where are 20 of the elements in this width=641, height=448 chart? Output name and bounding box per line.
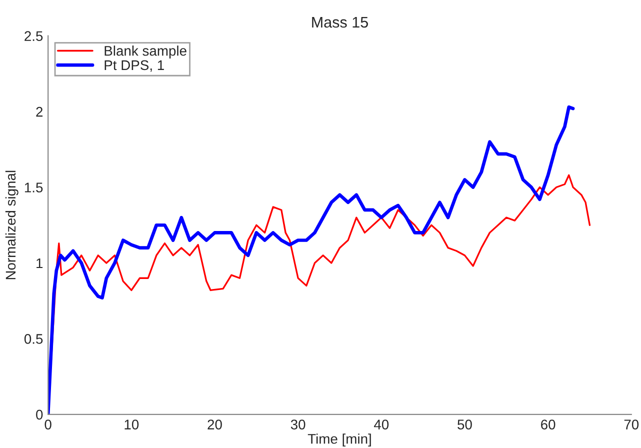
chart-title: Mass 15 [312,16,368,28]
y-tick-label: 1 [36,258,43,268]
x-tick-label: 60 [541,420,556,430]
legend-label: Blank sample [104,46,186,59]
x-tick-label: 50 [458,420,472,430]
x-tick-label: 40 [374,420,389,430]
y-axis-title: Normalized signal [5,170,18,280]
y-tick-label: 1.5 [24,182,43,192]
line-series [48,105,575,414]
y-tick-label: 0 [36,410,43,420]
y-tick-label: 0.5 [24,334,43,344]
x-tick-label: 70 [624,420,639,430]
x-tick-label: 20 [208,420,222,430]
legend-label: Pt DPS, 1 [104,60,164,72]
x-tick-label: 30 [290,420,306,430]
x-axis-title: Time [min] [308,434,371,447]
x-tick-label: 10 [124,420,139,430]
y-tick-label: 2.5 [24,31,43,42]
y-tick-label: 2 [36,106,43,117]
x-tick-label: 0 [44,420,52,430]
